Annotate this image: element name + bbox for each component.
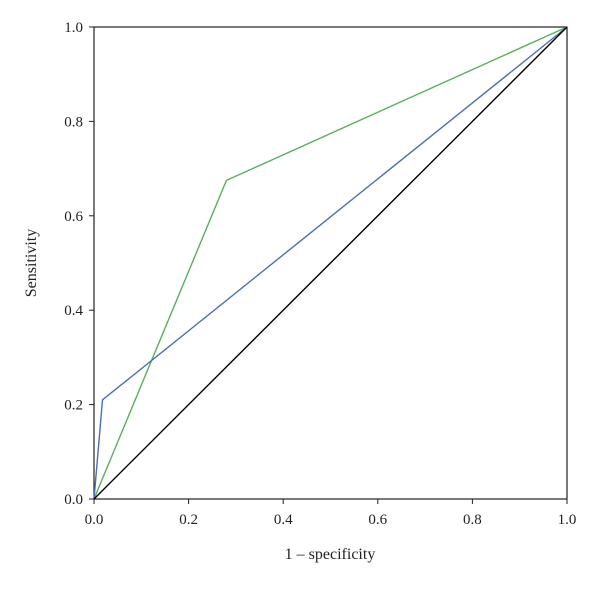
plot-area-frame (93, 26, 568, 500)
x-tick-label: 1.0 (558, 512, 577, 528)
y-tick-label: 0.6 (64, 209, 83, 225)
x-axis-title: 1 – specificity (285, 546, 376, 563)
y-tick-label: 0.4 (64, 303, 83, 319)
roc-series-line-1 (93, 26, 568, 500)
roc-series-line-2 (93, 26, 568, 500)
x-tick-label: 0.2 (179, 512, 198, 528)
series-layer (93, 26, 568, 500)
y-tick-label: 0.2 (64, 398, 83, 414)
y-tick-label: 1.0 (64, 20, 83, 36)
y-tick-label: 0.0 (64, 492, 83, 508)
y-axis-title: Sensitivity (23, 229, 40, 297)
x-tick-label: 0.4 (274, 512, 293, 528)
y-tick-label: 0.8 (64, 114, 83, 130)
y-axis: 0.0 0.2 0.4 0.6 0.8 1.0 (64, 20, 94, 508)
x-tick-label: 0.8 (463, 512, 482, 528)
x-tick-label: 0.0 (85, 512, 104, 528)
x-axis: 0.0 0.2 0.4 0.6 0.8 1.0 (85, 499, 577, 528)
roc-series-line-3 (93, 26, 568, 500)
x-tick-label: 0.6 (368, 512, 387, 528)
